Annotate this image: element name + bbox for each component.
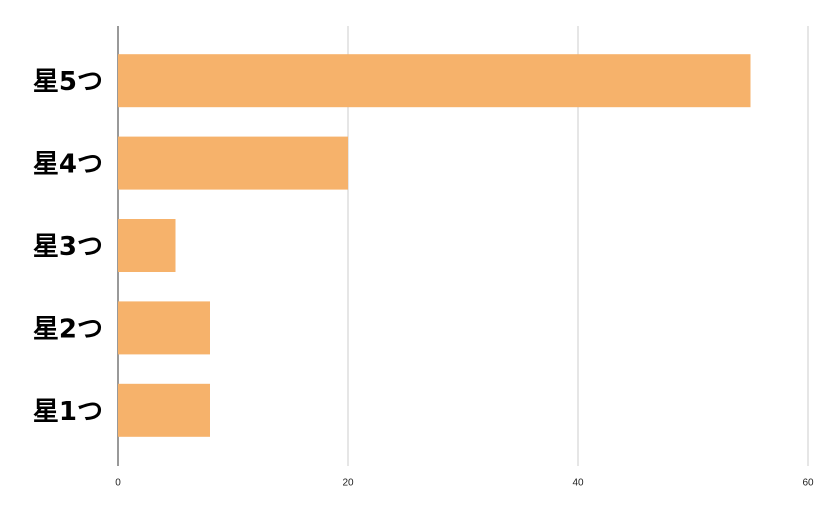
x-tick-label: 40: [572, 478, 584, 489]
bar: [118, 54, 751, 108]
y-tick-label: 星3つ: [33, 232, 103, 262]
bar: [118, 301, 210, 355]
x-tick-label: 60: [802, 478, 814, 489]
x-tick-label: 0: [115, 478, 121, 489]
y-tick-label: 星1つ: [33, 397, 103, 427]
bar: [118, 383, 210, 437]
bar: [118, 219, 176, 272]
y-tick-label: 星4つ: [33, 150, 103, 180]
bar: [118, 136, 348, 190]
y-tick-label: 星2つ: [33, 314, 103, 344]
x-tick-label: 20: [342, 478, 354, 489]
y-tick-label: 星5つ: [33, 67, 103, 97]
